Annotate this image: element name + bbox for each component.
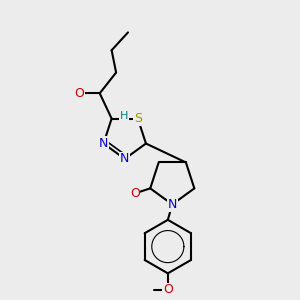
Text: N: N xyxy=(120,152,129,165)
Text: O: O xyxy=(163,283,173,296)
Text: O: O xyxy=(130,187,140,200)
Text: N: N xyxy=(99,137,108,150)
Text: N: N xyxy=(168,198,177,211)
Text: O: O xyxy=(74,87,84,100)
Text: S: S xyxy=(134,112,142,125)
Text: H: H xyxy=(120,111,128,121)
